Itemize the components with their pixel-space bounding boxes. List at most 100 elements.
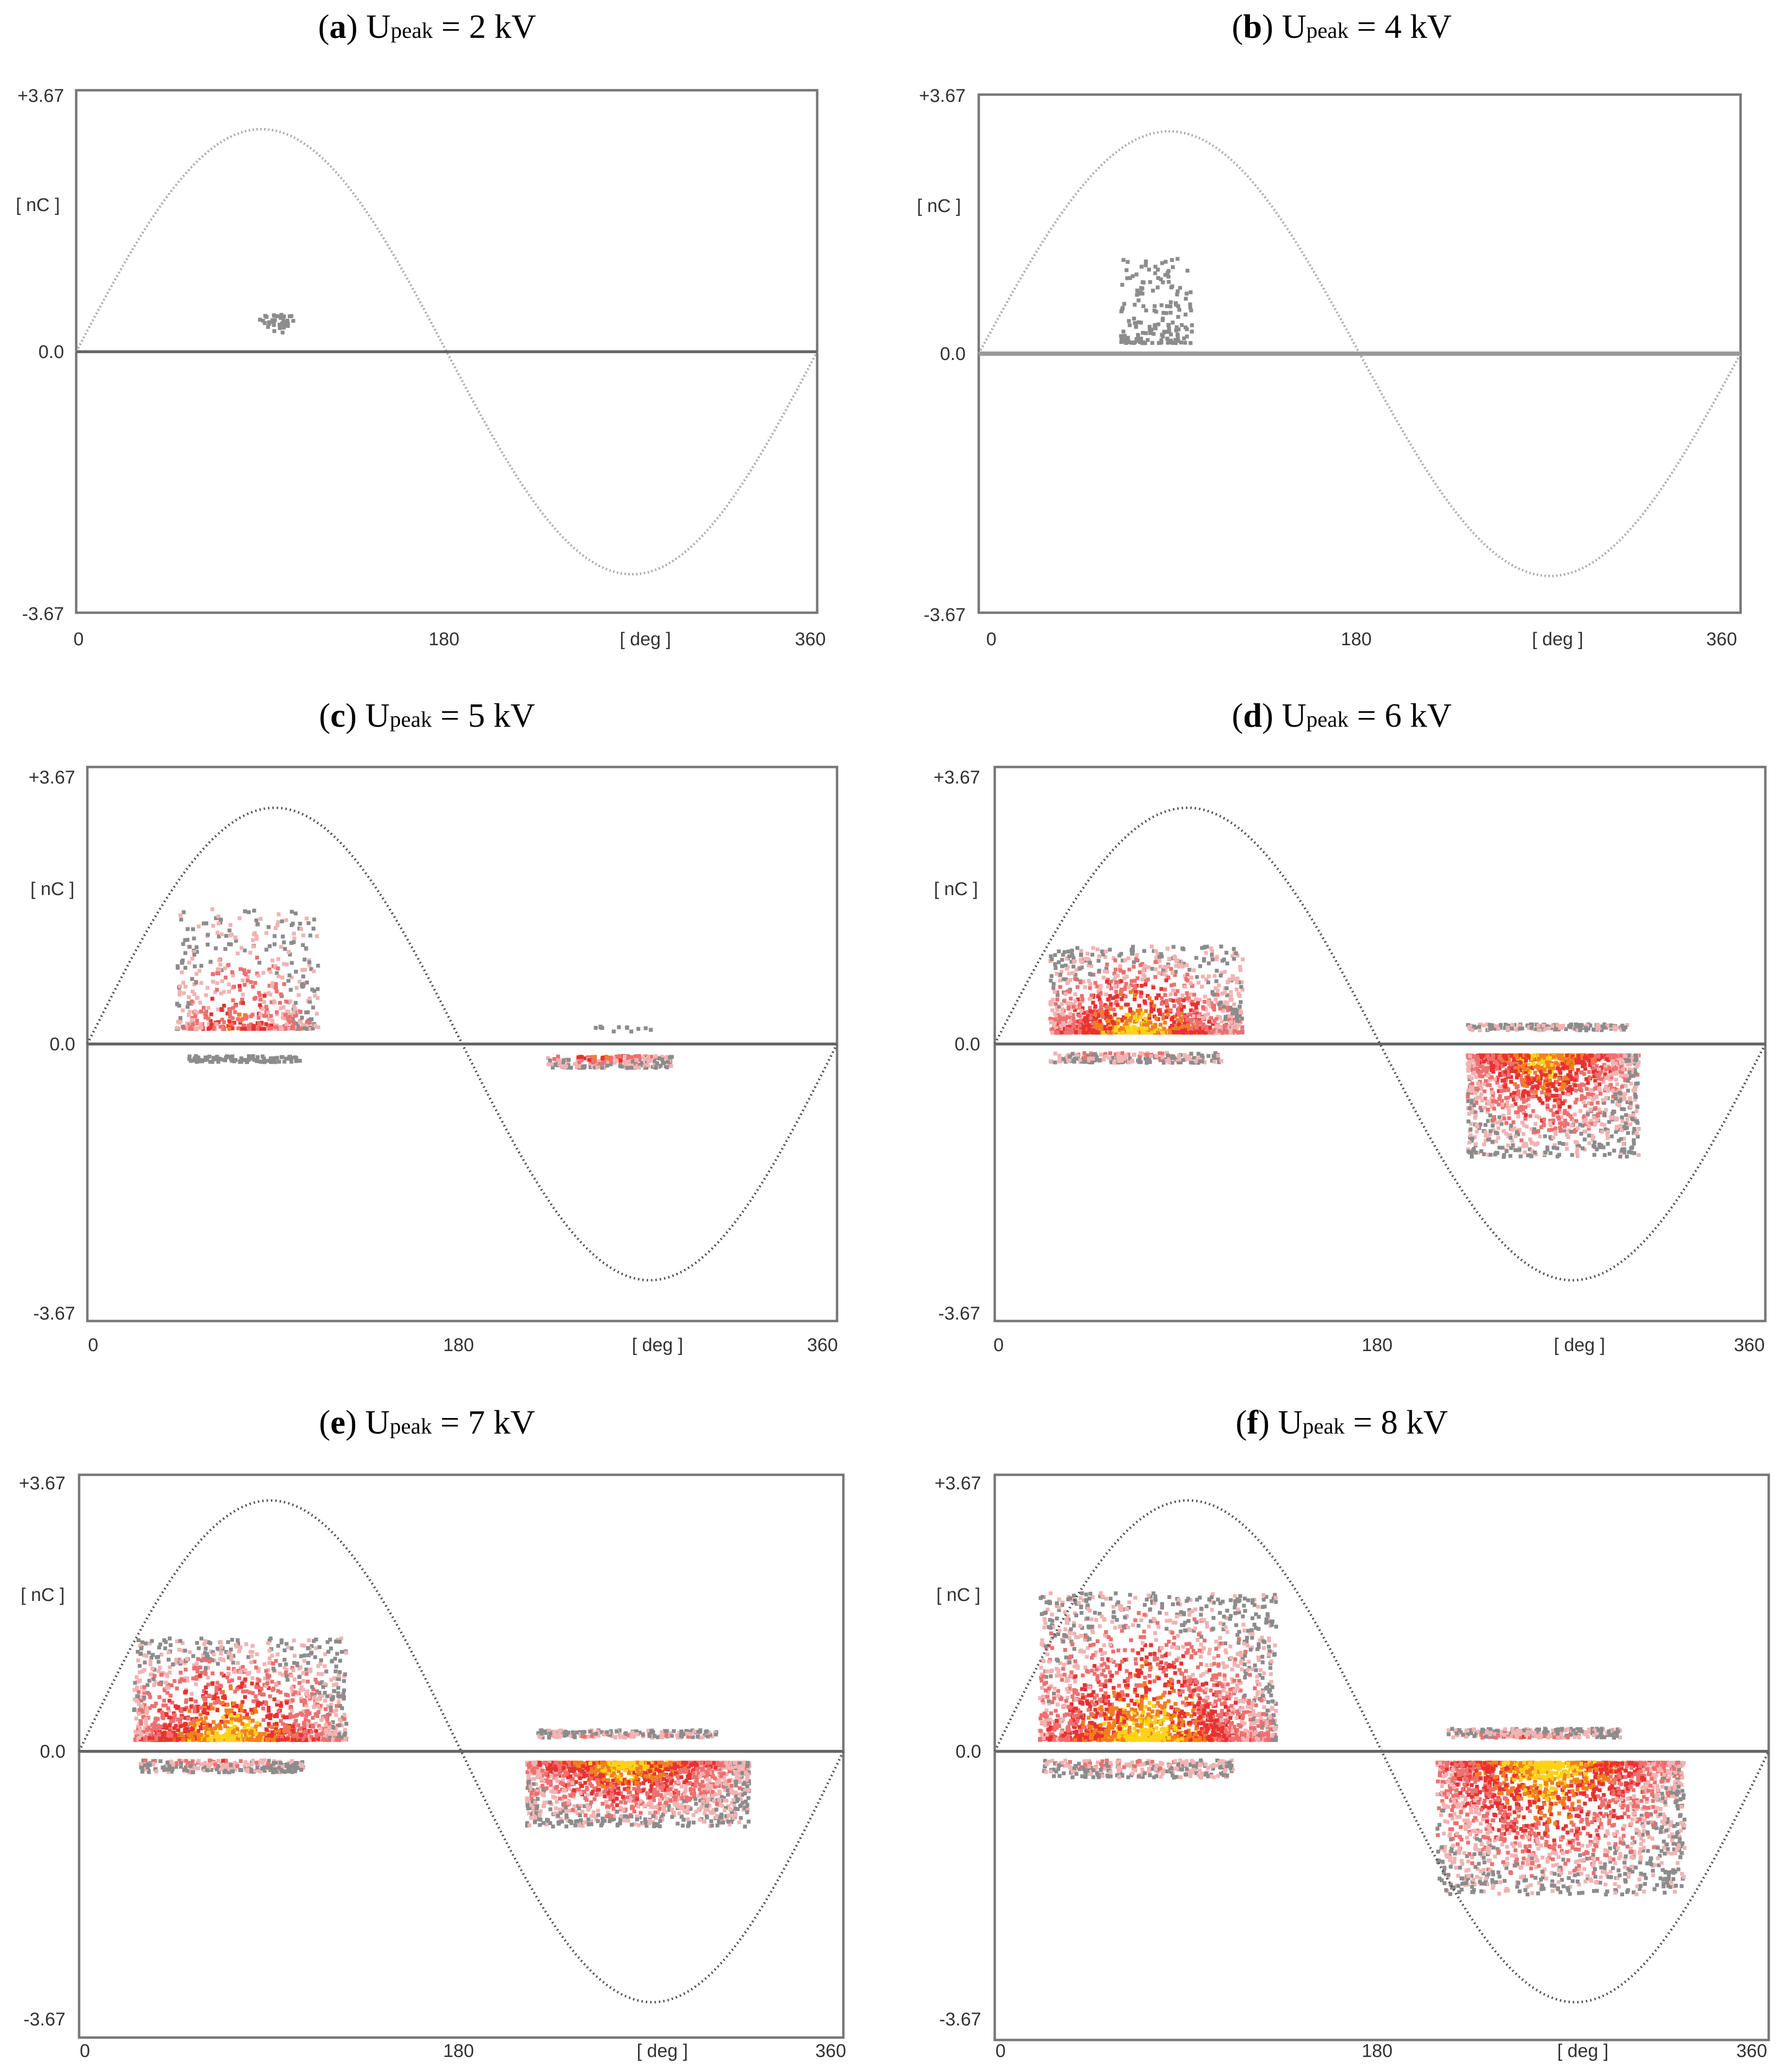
pd-point (1624, 1113, 1628, 1117)
panel-b-title-rest: = 4 kV (1348, 8, 1452, 46)
pd-point (1078, 1060, 1083, 1064)
pd-point (1588, 1054, 1592, 1058)
pd-point (229, 1057, 233, 1060)
pd-point (1570, 1153, 1574, 1157)
pd-point (1568, 1025, 1573, 1029)
pd-point (1209, 1001, 1214, 1006)
pd-point (1074, 968, 1079, 972)
pd-point (312, 917, 316, 922)
pd-point (637, 1065, 641, 1070)
pd-point (1133, 303, 1137, 307)
pd-point (1581, 1060, 1585, 1064)
pd-point (1119, 336, 1124, 341)
pd-point (1142, 1023, 1146, 1027)
pd-point (1241, 957, 1245, 962)
pd-point (1188, 992, 1193, 996)
panel-b: (b) Upeak = 4 kV +3.67 0.0 -3.67 [ nC ] … (917, 8, 1742, 650)
pd-point (1233, 1007, 1237, 1012)
pd-point (1490, 1140, 1495, 1144)
pd-point (1160, 1012, 1165, 1016)
pd-point (338, 1659, 342, 1663)
pd-point (281, 1005, 286, 1010)
panel-a-y-tick-zero: 0.0 (38, 342, 64, 362)
pd-point (1582, 1129, 1587, 1134)
pd-point (282, 314, 286, 319)
pd-point (1530, 1149, 1534, 1153)
pd-point (194, 1716, 198, 1721)
pd-point (1077, 1013, 1082, 1018)
pd-point (1618, 1155, 1623, 1158)
pd-point (311, 1005, 315, 1010)
pd-point (1094, 1028, 1099, 1032)
pd-point (196, 1057, 200, 1061)
pd-point (1541, 1024, 1546, 1028)
pd-point (1470, 1067, 1475, 1072)
pd-point (298, 1010, 302, 1014)
pd-point (1514, 1061, 1518, 1066)
pd-point (235, 1638, 240, 1642)
pd-point (1593, 1140, 1597, 1144)
pd-point (1080, 1059, 1085, 1063)
pd-point (1574, 1075, 1578, 1079)
pd-point (293, 1006, 297, 1011)
pd-point (1617, 1070, 1621, 1074)
pd-point (1151, 1026, 1155, 1030)
pd-point (1510, 1139, 1514, 1143)
pd-point (1539, 1070, 1543, 1074)
pd-point (306, 1680, 310, 1684)
pd-point (1488, 1153, 1493, 1157)
pd-point (1577, 1057, 1581, 1061)
panel-e: (e) Upeak = 7 kV +3.67 0.0 -3.67 [ nC ] … (19, 1404, 846, 2061)
pd-point (1095, 1030, 1100, 1035)
pd-point (289, 1060, 294, 1064)
pd-point (1155, 285, 1160, 290)
pd-point (268, 970, 273, 974)
pd-point (294, 969, 298, 974)
pd-point (1559, 1060, 1563, 1064)
pd-point (1049, 954, 1053, 959)
pd-point (1570, 1067, 1575, 1072)
pd-point (1135, 293, 1139, 297)
pd-point (199, 981, 203, 985)
pd-point (320, 1694, 325, 1698)
pd-point (1565, 1086, 1569, 1091)
pd-point (132, 1697, 137, 1701)
pd-point (1624, 1121, 1628, 1126)
pd-point (185, 1677, 189, 1680)
pd-point (1137, 1058, 1142, 1062)
pd-point (1476, 1057, 1480, 1061)
pd-point (1595, 1117, 1600, 1121)
pd-point (1506, 1106, 1511, 1110)
pd-point (1079, 1021, 1083, 1025)
pd-point (634, 1063, 638, 1067)
pd-point (1119, 997, 1124, 1001)
pd-point (180, 970, 184, 975)
pd-point (1090, 1053, 1095, 1058)
pd-point (665, 1065, 669, 1069)
pd-point (262, 1000, 266, 1004)
pd-point (1583, 1122, 1588, 1126)
pd-point (1622, 1150, 1627, 1155)
pd-point (1143, 1016, 1148, 1021)
pd-point (1509, 1075, 1513, 1079)
pd-point (133, 1680, 137, 1685)
pd-point (1133, 979, 1137, 983)
pd-point (292, 936, 296, 941)
pd-point (1534, 1094, 1538, 1098)
pd-point (1170, 1024, 1174, 1028)
pd-point (1210, 949, 1215, 953)
pd-point (1086, 1023, 1091, 1028)
pd-point (1469, 1104, 1473, 1108)
pd-point (1543, 1027, 1547, 1031)
pd-point (1101, 1015, 1105, 1019)
pd-point (1482, 1142, 1486, 1146)
pd-point (1632, 1129, 1637, 1134)
pd-point (276, 966, 280, 971)
pd-point (1200, 1053, 1204, 1058)
pd-point (1611, 1088, 1615, 1093)
pd-point (595, 1065, 599, 1070)
pd-point (638, 1062, 642, 1067)
pd-point (1629, 1060, 1634, 1065)
pd-point (1127, 1026, 1132, 1030)
pd-point (1482, 1060, 1486, 1063)
